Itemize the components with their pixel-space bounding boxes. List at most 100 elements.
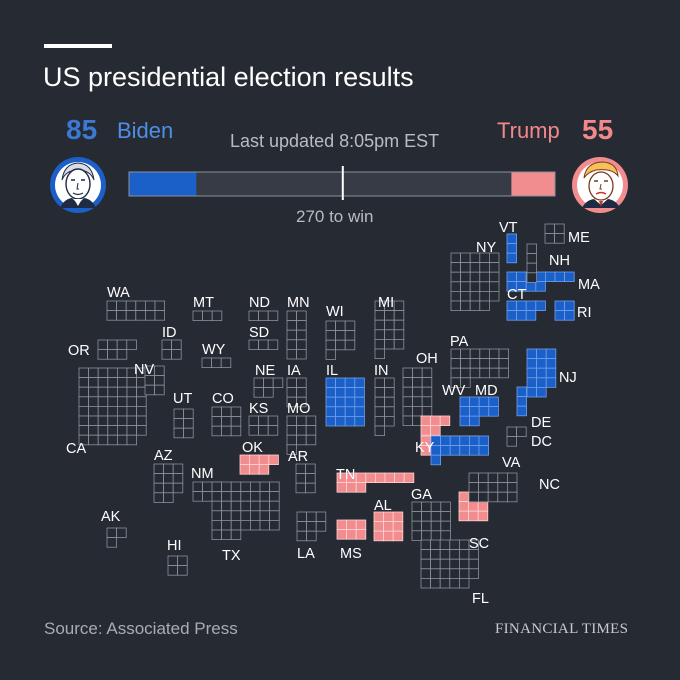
state-cell <box>392 521 404 532</box>
state-cell <box>468 558 480 570</box>
state-cell <box>477 501 489 512</box>
state-cell <box>117 377 128 388</box>
state-cell <box>161 339 173 351</box>
state-cell <box>459 445 470 456</box>
bar-biden-fill <box>129 172 197 196</box>
state-cell <box>117 425 128 436</box>
state-cell <box>173 427 185 439</box>
state-labels: WA OR CA NV ID MT WY UT CO AZ NM ND SD NE KS OK TX MN IA MO… <box>66 220 600 607</box>
state-cell <box>125 310 137 321</box>
state-cell <box>296 425 307 436</box>
chart-title: US presidential election results <box>43 62 414 92</box>
state-cell <box>450 367 462 379</box>
state-cell <box>479 348 490 360</box>
state-cell <box>116 349 128 360</box>
state-cell <box>296 310 307 322</box>
state-cell <box>126 405 138 417</box>
state-oh <box>402 367 433 427</box>
state-cell <box>487 472 499 484</box>
state-cell <box>420 578 432 589</box>
state-cell <box>136 405 147 417</box>
state-cell <box>430 511 442 522</box>
state-cell <box>296 348 307 360</box>
brand-logo: FINANCIAL TIMES <box>495 621 629 637</box>
state-cell <box>412 367 423 379</box>
state-cell <box>384 319 395 331</box>
state-cell <box>439 558 451 570</box>
state-cell <box>116 300 127 312</box>
state-cell <box>536 367 547 379</box>
state-cell <box>411 501 423 513</box>
state-cell <box>183 408 194 420</box>
state-cell <box>439 578 451 589</box>
state-cell <box>393 310 405 321</box>
state-cell <box>305 463 316 475</box>
state-label-me: ME <box>568 230 590 246</box>
state-cell <box>267 310 279 322</box>
state-cell <box>163 463 174 475</box>
state-cell <box>136 425 147 436</box>
title-rule <box>44 44 112 48</box>
state-cell <box>126 415 138 427</box>
state-label-sc: SC <box>469 536 489 552</box>
state-cell <box>344 396 356 408</box>
state-label-wi: WI <box>326 304 344 320</box>
state-cell <box>478 491 489 503</box>
state-cell <box>211 520 223 531</box>
state-cell <box>116 310 127 321</box>
state-cell <box>460 262 471 273</box>
state-cell <box>263 387 274 398</box>
state-label-nj: NJ <box>559 370 577 386</box>
state-cell <box>554 233 565 244</box>
state-id <box>161 339 182 360</box>
state-cell <box>263 377 274 389</box>
state-cell <box>430 454 442 466</box>
state-ms <box>336 519 367 540</box>
state-cell <box>107 415 118 427</box>
state-cell <box>421 396 433 407</box>
state-cell <box>296 387 307 398</box>
state-cell <box>305 415 317 427</box>
state-cell <box>221 481 232 493</box>
state-cell <box>153 492 165 503</box>
state-cell <box>286 425 298 436</box>
state-cell <box>449 558 460 570</box>
state-cell <box>154 310 166 321</box>
state-cell <box>173 418 185 429</box>
state-wi <box>325 320 356 360</box>
state-cell <box>230 491 242 502</box>
state-cell <box>88 367 99 379</box>
state-cell <box>171 339 182 351</box>
state-cell <box>106 310 118 321</box>
state-vt <box>506 233 518 264</box>
state-cell <box>384 406 395 417</box>
state-cell <box>394 472 405 484</box>
state-cell <box>430 568 441 579</box>
state-cell <box>412 377 423 388</box>
state-cell <box>78 386 90 398</box>
state-cell <box>240 500 251 512</box>
state-cell <box>163 482 174 494</box>
state-cell <box>325 339 337 351</box>
state-cell <box>478 482 489 493</box>
state-nh <box>526 243 538 283</box>
state-cell <box>296 396 307 408</box>
state-cell <box>269 481 280 493</box>
state-label-ma: MA <box>578 277 600 293</box>
state-cell <box>411 511 423 522</box>
state-cell <box>374 387 386 398</box>
state-cell <box>536 377 547 388</box>
state-tn <box>336 472 415 493</box>
state-cell <box>240 520 251 531</box>
state-cell <box>383 521 394 532</box>
state-cell <box>460 252 471 264</box>
state-cell <box>384 396 395 408</box>
state-cell <box>354 415 365 427</box>
state-cell <box>305 473 316 484</box>
state-cell <box>535 271 546 283</box>
state-label-hi: HI <box>167 538 182 554</box>
state-cell <box>107 396 118 407</box>
state-cell <box>97 349 109 360</box>
state-cell <box>544 223 556 235</box>
state-cell <box>384 329 395 340</box>
